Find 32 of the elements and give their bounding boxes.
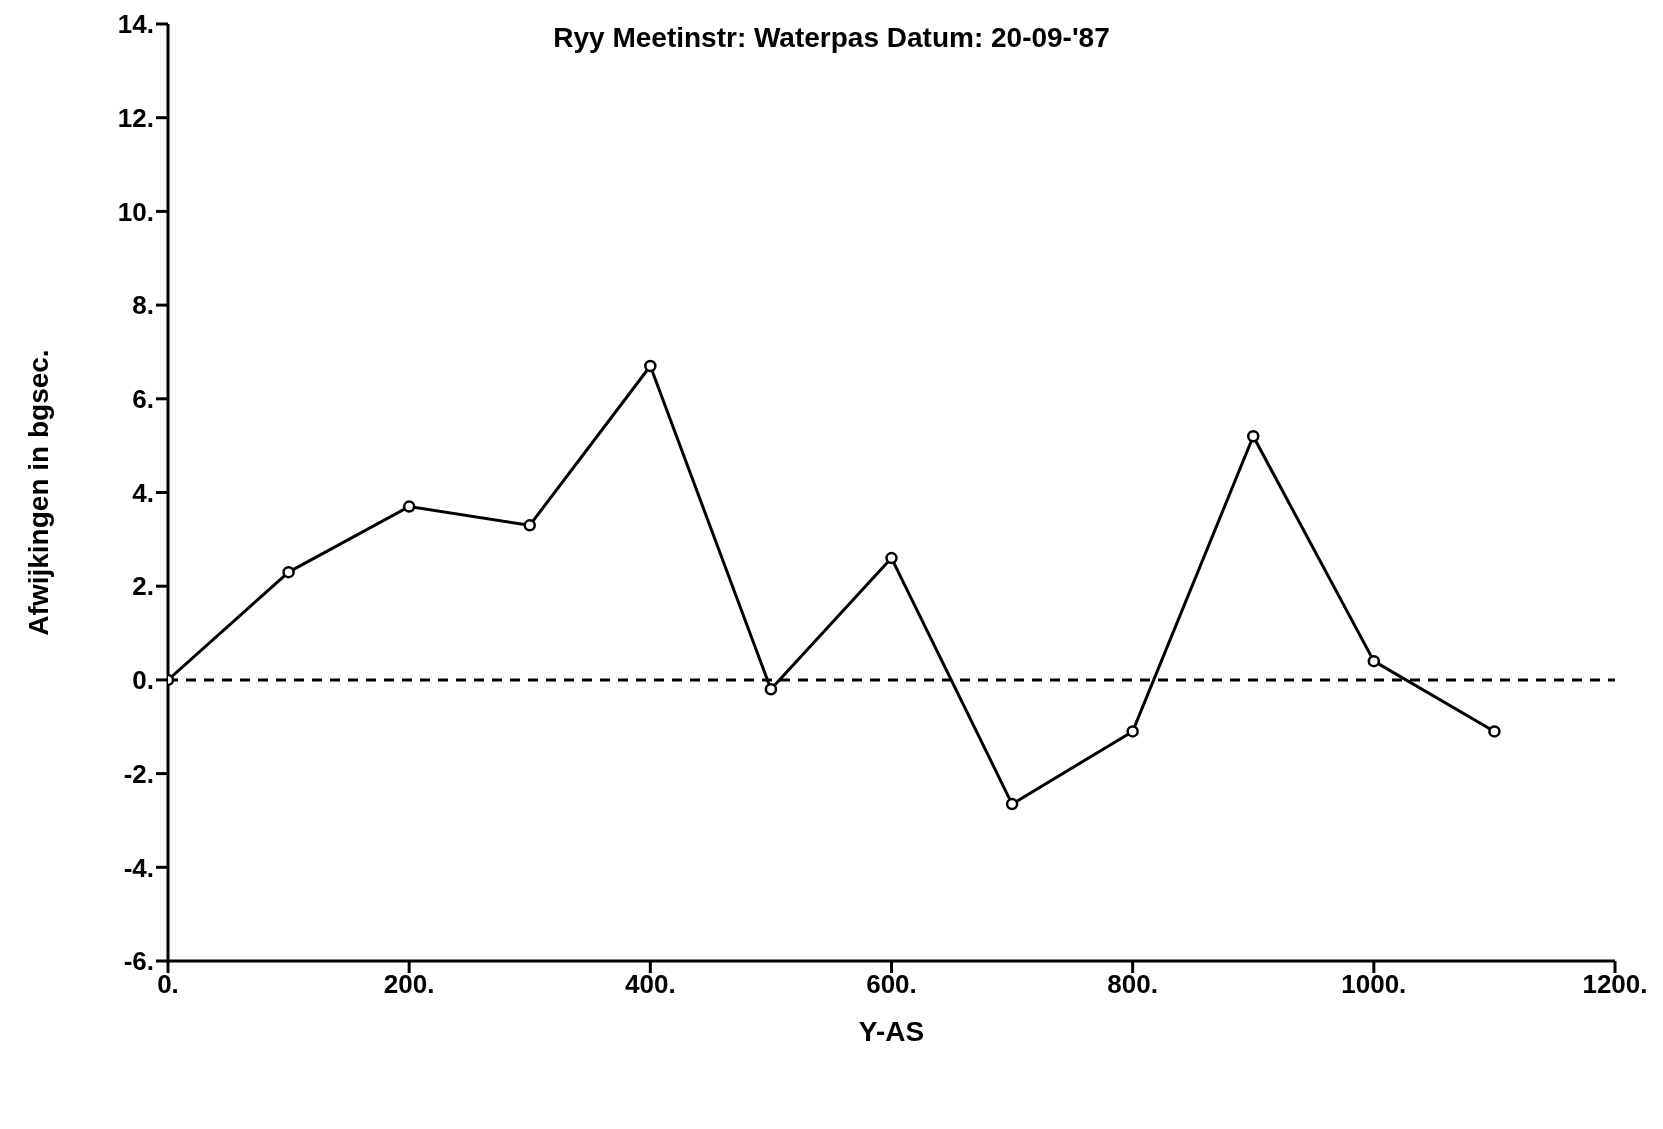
x-tick-label: 200. [383,969,435,1000]
point [523,519,536,532]
point [282,565,295,579]
y-tick-label: 14. [117,9,154,40]
x-tick-label: 600. [866,969,917,1000]
x-tick-label: 1000. [1341,969,1407,1000]
point [1367,654,1381,668]
point [764,683,778,696]
point [1488,725,1501,738]
chart-subtitle: Ryy Meetinstr: Waterpas Datum: 20-09-'87 [553,22,1110,53]
y-tick-label: -4. [123,852,154,883]
x-tick-label: 1200. [1582,969,1648,1000]
x-axis-title: Y-AS [858,1016,925,1047]
point [1247,430,1260,443]
y-tick-label: 2. [132,571,154,602]
y-tick-label: 4. [132,477,154,508]
x-tick-label: 400. [625,969,676,1000]
point [885,551,898,565]
y-tick-label: -2. [123,758,154,789]
y-tick-label: 8. [132,290,154,321]
y-axis-title: Afwijkingen in bgsec. [22,349,54,636]
y-tick-label: 0. [132,665,154,696]
point [402,500,416,513]
y-tick-label: 10. [117,196,154,227]
x-tick-label: 800. [1107,969,1158,1000]
point [1126,725,1139,738]
x-tick-label: 0. [157,969,179,1000]
y-tick-label: -6. [123,946,154,977]
y-tick-label: 12. [117,102,154,133]
point [1005,797,1019,811]
y-tick-label: 6. [132,384,154,415]
point [644,359,657,373]
